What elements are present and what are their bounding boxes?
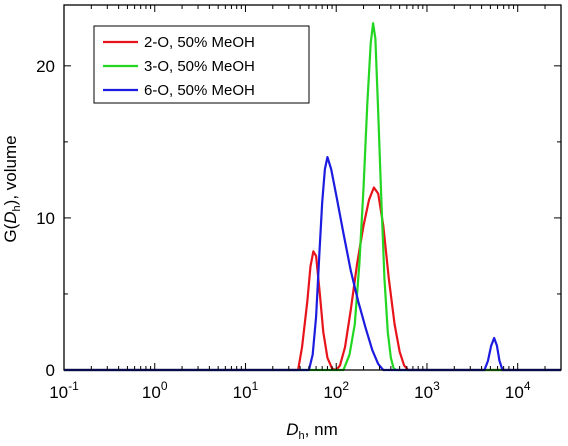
series-line-2-o — [64, 186, 561, 372]
y-axis-label-sub: h — [11, 205, 23, 211]
legend-label-3-o: 3-O, 50% MeOH — [144, 58, 255, 75]
series-line-6-o — [64, 155, 561, 372]
x-axis-label-main: D — [286, 420, 298, 439]
ticks-layer — [63, 5, 562, 371]
x-axis-label-suffix: , nm — [305, 420, 338, 439]
y-axis-label: G(Dh), volume — [1, 135, 23, 242]
y-axis-label-prefix: G( — [1, 223, 20, 242]
x-tick-label: 10-1 — [49, 379, 79, 402]
x-tick-label: 103 — [414, 379, 440, 402]
y-axis-label-suffix: ), volume — [1, 135, 20, 205]
x-axis-label: Dh, nm — [286, 420, 337, 442]
plot-frame — [63, 4, 562, 371]
y-tick-label: 0 — [46, 361, 55, 380]
x-tick-label: 100 — [142, 379, 168, 402]
x-tick-label: 101 — [233, 379, 259, 402]
x-tick-label: 104 — [505, 379, 531, 402]
legend-label-2-o: 2-O, 50% MeOH — [144, 34, 255, 51]
labels-layer: 10-1 100 101 102 103 104 0 10 20 — [36, 57, 531, 402]
x-tick-label: 102 — [323, 379, 349, 402]
series-layer — [64, 22, 561, 372]
legend-label-6-o: 6-O, 50% MeOH — [144, 82, 255, 99]
x-axis-label-sub: h — [299, 430, 305, 442]
y-tick-label: 20 — [36, 57, 55, 76]
y-axis-label-main: D — [1, 211, 20, 223]
y-tick-label: 10 — [36, 209, 55, 228]
series-line-3-o — [64, 22, 561, 372]
legend: 2-O, 50% MeOH 3-O, 50% MeOH 6-O, 50% MeO… — [93, 25, 310, 104]
